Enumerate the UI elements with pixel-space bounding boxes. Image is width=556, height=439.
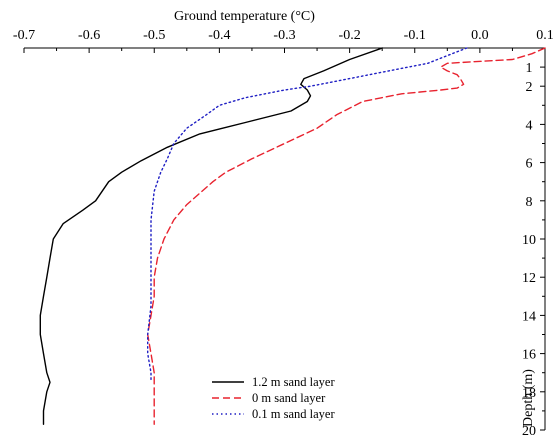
y-tick-label: 1 — [526, 61, 533, 76]
y-tick-label: 14 — [522, 309, 536, 324]
y-tick-label: 18 — [522, 386, 536, 401]
legend: 1.2 m sand layer 0 m sand layer 0.1 m sand… — [212, 375, 335, 421]
legend-label-0: 1.2 m sand layer — [252, 375, 335, 389]
y-tick-label: 6 — [526, 157, 533, 172]
x-tick-label: -0.6 — [78, 28, 100, 43]
series-layer — [39, 47, 546, 425]
y-tick-label: 4 — [526, 118, 533, 133]
y-tick-label: 20 — [522, 424, 536, 439]
series-line-0 — [39, 47, 383, 425]
x-tick-label: -0.7 — [13, 28, 35, 43]
y-tick-label: 2 — [526, 80, 533, 95]
x-tick-label: -0.1 — [404, 28, 426, 43]
series-line-1 — [147, 47, 546, 425]
axes-layer: -0.7 -0.6 -0.5 -0.4 -0.3 -0.2 -0.1 0.0 0.1124681… — [13, 9, 554, 439]
x-tick-label: 0.0 — [471, 28, 489, 43]
y-tick-label: 10 — [522, 233, 536, 248]
legend-label-2: 0.1 m sand layer — [252, 407, 335, 421]
series-line-2 — [147, 47, 468, 383]
x-axis-title: Ground temperature (°C) — [174, 9, 315, 24]
legend-label-1: 0 m sand layer — [252, 391, 326, 405]
y-axis-title: Depth (m) — [521, 369, 536, 427]
y-tick-label: 8 — [526, 195, 533, 210]
x-tick-label: -0.3 — [273, 28, 295, 43]
x-tick-label: 0.1 — [536, 28, 554, 43]
y-tick-label: 16 — [522, 348, 536, 363]
x-tick-label: -0.2 — [339, 28, 361, 43]
x-tick-label: -0.4 — [208, 28, 230, 43]
y-tick-label: 12 — [522, 271, 536, 286]
x-tick-label: -0.5 — [143, 28, 165, 43]
